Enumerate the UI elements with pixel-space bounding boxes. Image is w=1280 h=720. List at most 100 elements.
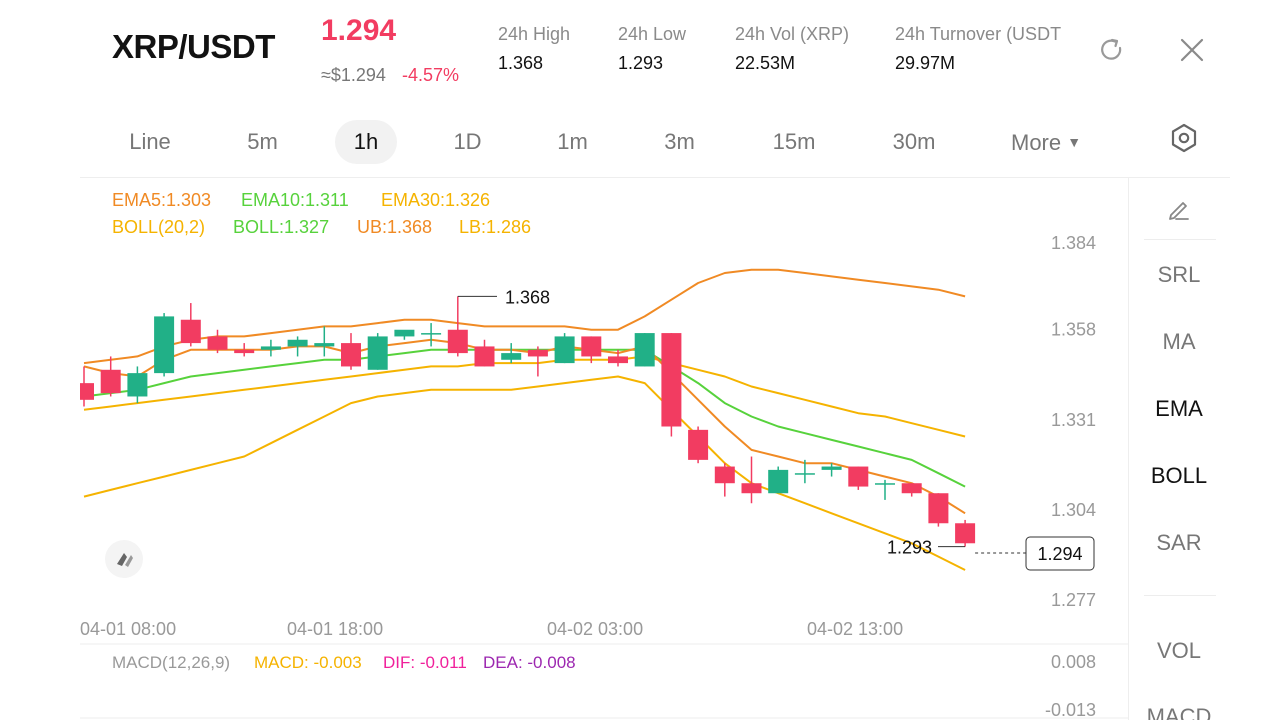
legend-ema5: EMA5:1.303 [112, 190, 212, 210]
candle-body [875, 483, 895, 485]
candle-body [394, 329, 415, 337]
candle-body [768, 469, 789, 494]
macd-hist-bar [154, 675, 174, 681]
tab-more[interactable]: More ▼ [1011, 120, 1091, 164]
tab-more-label: More [1011, 130, 1062, 155]
x-tick-label: 04-02 03:00 [547, 619, 643, 639]
ema30-line [83, 355, 966, 438]
macd-y-tick-label: 0.008 [1051, 652, 1096, 672]
macd-hist-bar [314, 678, 334, 681]
brand-icon [117, 553, 133, 567]
ema5-line [83, 338, 966, 515]
candle-body [928, 493, 949, 524]
usd-price: ≈$1.294 [321, 65, 386, 85]
sidebar-item-ema[interactable]: EMA [1155, 396, 1203, 421]
last-price-box [1025, 536, 1095, 571]
tab-30m[interactable]: 30m [892, 129, 936, 154]
macd-hist-bar [822, 680, 842, 693]
refresh-icon[interactable] [1098, 36, 1126, 64]
macd-hist-bar [928, 680, 948, 689]
legend-ema10: EMA10:1.311 [241, 190, 349, 210]
tab-15m[interactable]: 15m [772, 129, 816, 154]
tab-1h[interactable]: 1h [335, 120, 397, 164]
macd-hist-bar [688, 680, 708, 690]
macd-hist-bar [528, 680, 548, 682]
pair-title: XRP/USDT [112, 28, 275, 65]
candle-body [848, 466, 869, 487]
x-tick-label: 04-01 08:00 [80, 619, 176, 639]
macd-legend-title: MACD(12,26,9) [112, 653, 230, 672]
macd-hist-bar [101, 677, 121, 680]
stat-low-label: 24h Low [618, 24, 687, 44]
stat-turnover-value: 29.97M [895, 53, 956, 73]
sidebar-item-boll[interactable]: BOLL [1150, 463, 1208, 488]
ema10-line [83, 348, 966, 488]
macd-hist-bar [475, 680, 495, 682]
candle-body [314, 343, 335, 347]
sidebar-item-vol[interactable]: VOL [1156, 638, 1202, 663]
macd-hist-bar [341, 678, 361, 680]
boll-upper-line [83, 268, 966, 365]
candle-body [741, 483, 762, 494]
tab-1m[interactable]: 1m [557, 129, 588, 154]
candle-body [234, 349, 255, 354]
macd-hist-bar [448, 680, 468, 682]
macd-legend-dea: DEA: -0.008 [483, 653, 576, 672]
sidebar-item-sar[interactable]: SAR [1156, 530, 1202, 555]
legend-boll-lb: LB:1.286 [459, 217, 532, 237]
macd-hist-bar [74, 676, 94, 681]
candle-body [688, 429, 709, 460]
candle-body [447, 329, 468, 354]
macd-hist-bar [368, 678, 388, 680]
macd-hist-bar [288, 677, 308, 680]
macd-hist-bar [127, 678, 147, 681]
macd-hist-bar [555, 680, 575, 682]
macd-legend-macd: MACD: -0.003 [254, 653, 362, 672]
close-icon[interactable] [1178, 36, 1206, 64]
macd-hist-bar [715, 680, 735, 693]
draw-pencil-icon[interactable] [1166, 196, 1192, 222]
tab-3m[interactable]: 3m [664, 129, 695, 154]
indicator-sidebar [1128, 178, 1231, 720]
macd-hist-bar [421, 679, 441, 681]
macd-hist-bar [902, 680, 922, 691]
tab-1d[interactable]: 1D [453, 129, 482, 154]
stat-high-value: 1.368 [498, 53, 544, 73]
macd-hist-bar [181, 673, 201, 680]
candle-body [955, 523, 976, 544]
stat-vol-label: 24h Vol (XRP) [735, 24, 850, 44]
sidebar-item-srl[interactable]: SRL [1157, 262, 1201, 287]
candle-body [661, 333, 682, 427]
x-tick-label: 04-02 13:00 [807, 619, 903, 639]
macd-hist-bar [635, 680, 655, 685]
candle-body [260, 346, 281, 350]
tab-line[interactable]: Line [129, 129, 171, 154]
settings-icon[interactable] [1167, 121, 1201, 155]
plot-group [74, 268, 976, 693]
candle-body [794, 473, 815, 475]
macd-hist-bar [848, 680, 868, 693]
price-change: -4.57% [402, 65, 460, 85]
macd-hist-bar [501, 680, 521, 682]
macd-hist-bar [581, 680, 601, 683]
boll-lower-line [83, 375, 966, 571]
candle-body [474, 346, 495, 367]
candle-body [421, 333, 442, 335]
macd-y-tick-label: -0.013 [1045, 700, 1096, 720]
stat-vol-value: 22.53M [735, 53, 796, 73]
candle-body [80, 383, 94, 400]
candle-body [100, 369, 121, 394]
price-chart[interactable]: 1.384 1.358 1.331 1.304 1.277 04-01 08:00 04-0… [0, 0, 1128, 720]
low-marker-label: 1.293 [887, 538, 932, 558]
watermark-logo [105, 540, 143, 578]
legend-boll-ub: UB:1.368 [357, 217, 433, 237]
tab-5m[interactable]: 5m [247, 129, 278, 154]
caret-down-icon: ▼ [1067, 134, 1082, 150]
candle-body [554, 336, 575, 364]
candle-body [501, 353, 522, 360]
legend-boll-mid: BOLL:1.327 [233, 217, 330, 237]
candle-body [821, 466, 842, 470]
y-tick-label: 1.304 [1051, 500, 1096, 520]
sidebar-item-macd[interactable]: MACD [1146, 704, 1212, 720]
sidebar-item-ma[interactable]: MA [1162, 329, 1196, 354]
